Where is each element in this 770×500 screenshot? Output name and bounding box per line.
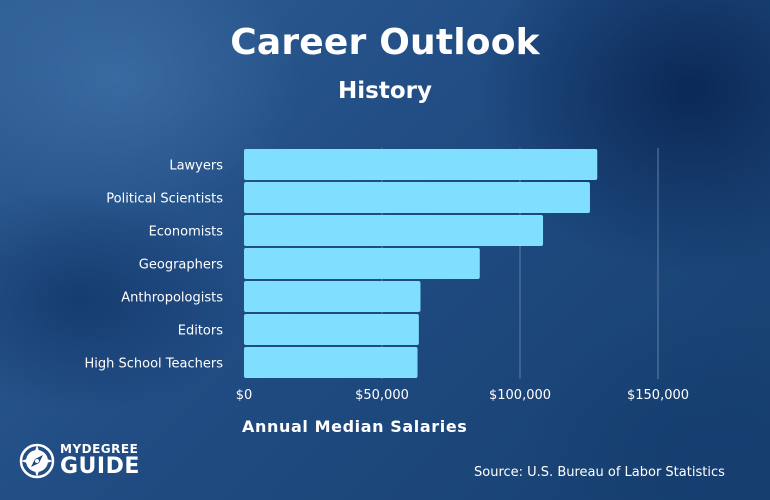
x-tick-label: $50,000 [355, 388, 409, 403]
category-label: Lawyers [169, 159, 223, 174]
compass-icon [19, 443, 55, 479]
category-label: Political Scientists [106, 192, 223, 207]
category-label: Economists [149, 225, 224, 240]
x-axis-label: Annual Median Salaries [242, 417, 468, 436]
bar-geographers[interactable] [244, 248, 480, 279]
category-label: Editors [178, 324, 223, 339]
x-tick-labels: $0 $50,000 $100,000 $150,000 [236, 388, 689, 403]
bars [244, 149, 598, 378]
bar-editors[interactable] [244, 314, 419, 345]
bar-economists[interactable] [244, 215, 544, 246]
source-note: Source: U.S. Bureau of Labor Statistics [474, 465, 725, 480]
bar-high-school-teachers[interactable] [244, 347, 418, 378]
category-label: Anthropologists [121, 291, 223, 306]
chart-title: Career Outlook [230, 22, 540, 63]
logo-text-bottom: GUIDE [60, 454, 140, 479]
x-tick-label: $100,000 [489, 388, 551, 403]
bar-anthropologists[interactable] [244, 281, 421, 312]
bar-political-scientists[interactable] [244, 182, 590, 213]
x-tick-label: $0 [236, 388, 253, 403]
category-label: High School Teachers [85, 357, 224, 372]
bar-lawyers[interactable] [244, 149, 598, 180]
chart-subtitle: History [338, 78, 432, 104]
x-tick-label: $150,000 [627, 388, 689, 403]
mydegreeguide-logo[interactable]: MYDEGREE GUIDE [18, 440, 148, 486]
logo-text-top: MYDEGREE [60, 442, 139, 456]
category-label: Geographers [139, 258, 223, 273]
category-labels: Lawyers Political Scientists Economists Geo… [85, 159, 224, 372]
